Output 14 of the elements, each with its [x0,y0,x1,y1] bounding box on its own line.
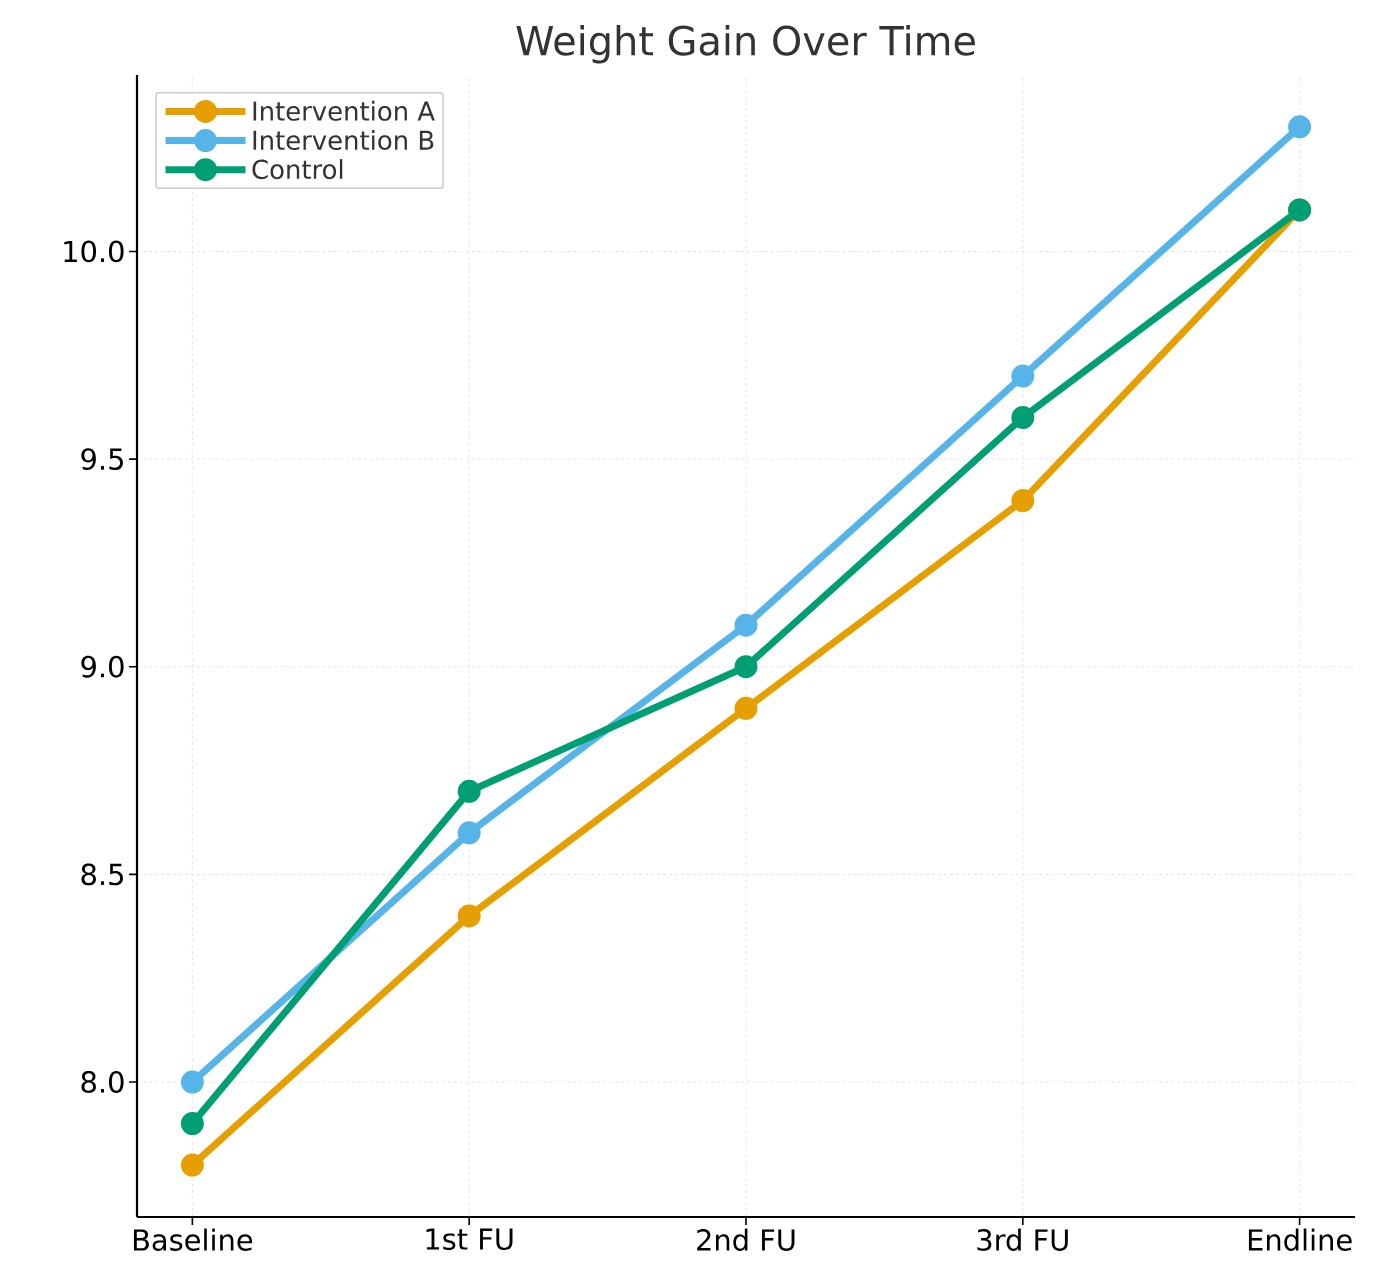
x-tick-label: 2nd FU [697,1228,795,1251]
y-tick-label: 10.0 [64,240,124,263]
x-tick-label: Endline [1248,1228,1352,1251]
x-tick-label: 1st FU [426,1228,513,1250]
legend-label: Control [252,159,343,180]
x-tick-label: Baseline [133,1228,253,1251]
legend-label: Intervention B [253,129,434,151]
y-tick-label: 9.5 [81,448,123,471]
y-tick-label: 9.0 [81,655,124,678]
chart-title: Weight Gain Over Time [516,24,975,64]
y-tick-label: 8.0 [81,1071,124,1093]
y-tick-label: 8.5 [81,863,123,886]
legend-label: Intervention A [253,100,435,121]
x-tick-label: 3rd FU [977,1228,1068,1251]
